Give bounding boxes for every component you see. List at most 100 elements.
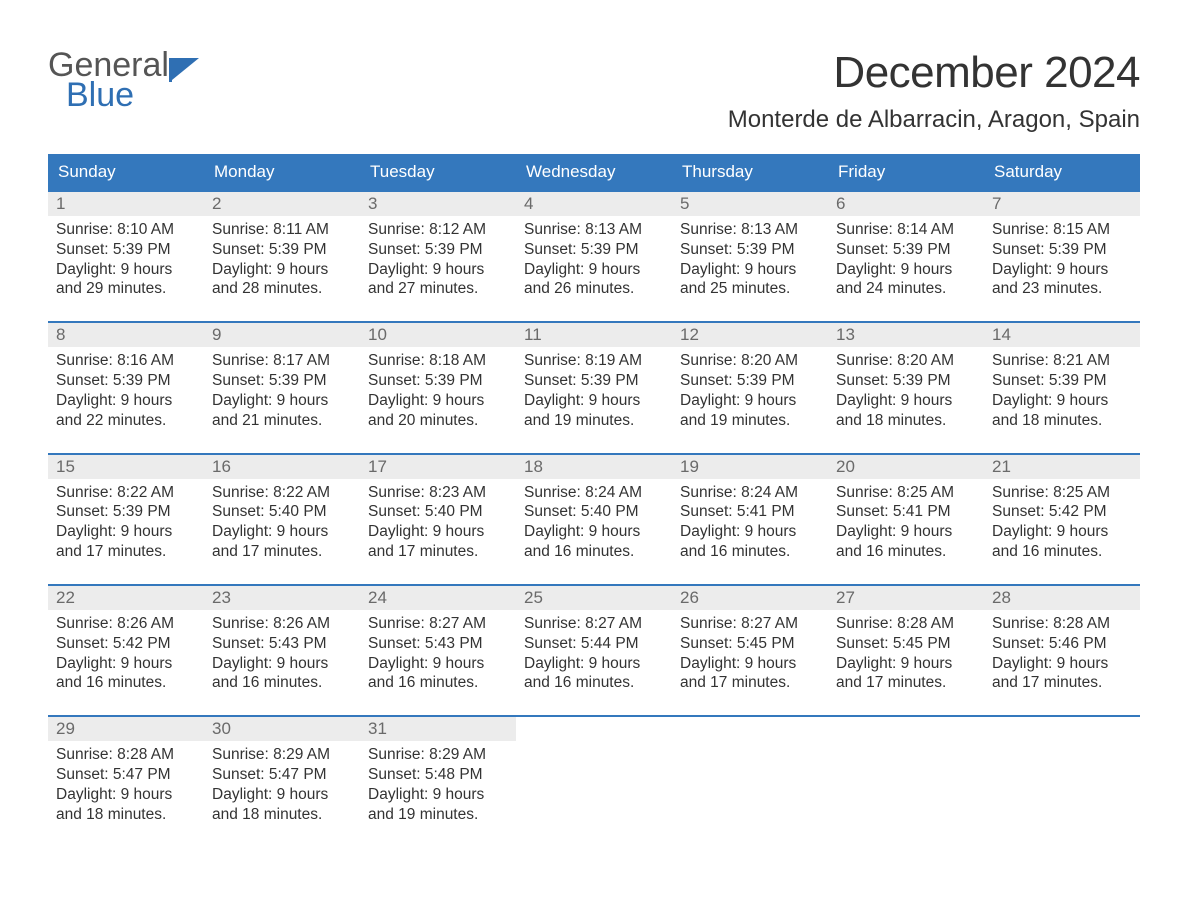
dl2-line: and 18 minutes. [212, 805, 352, 825]
sunrise-line: Sunrise: 8:12 AM [368, 220, 508, 240]
calendar-cell: 2Sunrise: 8:11 AMSunset: 5:39 PMDaylight… [204, 192, 360, 299]
dl1-line: Daylight: 9 hours [992, 654, 1132, 674]
week-row: 22Sunrise: 8:26 AMSunset: 5:42 PMDayligh… [48, 584, 1140, 693]
cell-details: Sunrise: 8:18 AMSunset: 5:39 PMDaylight:… [360, 347, 516, 430]
day-number: 12 [672, 323, 828, 347]
day-header-cell: Tuesday [360, 154, 516, 190]
cell-details: Sunrise: 8:26 AMSunset: 5:42 PMDaylight:… [48, 610, 204, 693]
sunrise-line: Sunrise: 8:10 AM [56, 220, 196, 240]
dl2-line: and 29 minutes. [56, 279, 196, 299]
sunrise-line: Sunrise: 8:16 AM [56, 351, 196, 371]
cell-details: Sunrise: 8:15 AMSunset: 5:39 PMDaylight:… [984, 216, 1140, 299]
location: Monterde de Albarracin, Aragon, Spain [728, 106, 1140, 134]
sunset-line: Sunset: 5:39 PM [836, 371, 976, 391]
sunrise-line: Sunrise: 8:29 AM [368, 745, 508, 765]
day-number: 26 [672, 586, 828, 610]
cell-details: Sunrise: 8:11 AMSunset: 5:39 PMDaylight:… [204, 216, 360, 299]
day-header-cell: Friday [828, 154, 984, 190]
sunrise-line: Sunrise: 8:24 AM [524, 483, 664, 503]
sunrise-line: Sunrise: 8:14 AM [836, 220, 976, 240]
sunset-line: Sunset: 5:43 PM [212, 634, 352, 654]
cell-details: Sunrise: 8:22 AMSunset: 5:40 PMDaylight:… [204, 479, 360, 562]
day-number: 1 [48, 192, 204, 216]
calendar-cell: 25Sunrise: 8:27 AMSunset: 5:44 PMDayligh… [516, 586, 672, 693]
title-block: December 2024 Monterde de Albarracin, Ar… [728, 48, 1140, 134]
cell-details: Sunrise: 8:26 AMSunset: 5:43 PMDaylight:… [204, 610, 360, 693]
day-number: 18 [516, 455, 672, 479]
dl2-line: and 17 minutes. [836, 673, 976, 693]
calendar-cell: 3Sunrise: 8:12 AMSunset: 5:39 PMDaylight… [360, 192, 516, 299]
sunset-line: Sunset: 5:42 PM [56, 634, 196, 654]
dl2-line: and 19 minutes. [524, 411, 664, 431]
dl2-line: and 24 minutes. [836, 279, 976, 299]
sunrise-line: Sunrise: 8:28 AM [992, 614, 1132, 634]
day-number: 22 [48, 586, 204, 610]
calendar-cell: 13Sunrise: 8:20 AMSunset: 5:39 PMDayligh… [828, 323, 984, 430]
calendar-cell: 30Sunrise: 8:29 AMSunset: 5:47 PMDayligh… [204, 717, 360, 824]
day-number: 19 [672, 455, 828, 479]
calendar-cell: 29Sunrise: 8:28 AMSunset: 5:47 PMDayligh… [48, 717, 204, 824]
dl2-line: and 17 minutes. [212, 542, 352, 562]
day-header-cell: Sunday [48, 154, 204, 190]
sunrise-line: Sunrise: 8:25 AM [992, 483, 1132, 503]
sunset-line: Sunset: 5:39 PM [56, 502, 196, 522]
sunset-line: Sunset: 5:46 PM [992, 634, 1132, 654]
sunrise-line: Sunrise: 8:20 AM [680, 351, 820, 371]
weeks-container: 1Sunrise: 8:10 AMSunset: 5:39 PMDaylight… [48, 190, 1140, 825]
dl2-line: and 16 minutes. [836, 542, 976, 562]
sunset-line: Sunset: 5:48 PM [368, 765, 508, 785]
dl2-line: and 17 minutes. [368, 542, 508, 562]
calendar-cell: 6Sunrise: 8:14 AMSunset: 5:39 PMDaylight… [828, 192, 984, 299]
calendar-cell: 16Sunrise: 8:22 AMSunset: 5:40 PMDayligh… [204, 455, 360, 562]
day-number: 10 [360, 323, 516, 347]
sunrise-line: Sunrise: 8:21 AM [992, 351, 1132, 371]
dl1-line: Daylight: 9 hours [836, 391, 976, 411]
day-number: 24 [360, 586, 516, 610]
sunset-line: Sunset: 5:39 PM [524, 240, 664, 260]
day-number: 30 [204, 717, 360, 741]
cell-details: Sunrise: 8:12 AMSunset: 5:39 PMDaylight:… [360, 216, 516, 299]
dl1-line: Daylight: 9 hours [56, 391, 196, 411]
sunset-line: Sunset: 5:44 PM [524, 634, 664, 654]
dl1-line: Daylight: 9 hours [836, 522, 976, 542]
day-header-cell: Wednesday [516, 154, 672, 190]
calendar-cell: 20Sunrise: 8:25 AMSunset: 5:41 PMDayligh… [828, 455, 984, 562]
calendar-cell: 22Sunrise: 8:26 AMSunset: 5:42 PMDayligh… [48, 586, 204, 693]
day-number: 23 [204, 586, 360, 610]
calendar-cell: 5Sunrise: 8:13 AMSunset: 5:39 PMDaylight… [672, 192, 828, 299]
sunrise-line: Sunrise: 8:26 AM [212, 614, 352, 634]
logo-flag-icon [169, 58, 203, 82]
dl1-line: Daylight: 9 hours [56, 260, 196, 280]
dl2-line: and 17 minutes. [992, 673, 1132, 693]
dl2-line: and 16 minutes. [524, 542, 664, 562]
dl1-line: Daylight: 9 hours [368, 522, 508, 542]
dl2-line: and 18 minutes. [56, 805, 196, 825]
sunset-line: Sunset: 5:39 PM [992, 240, 1132, 260]
day-number: 7 [984, 192, 1140, 216]
calendar-cell: 4Sunrise: 8:13 AMSunset: 5:39 PMDaylight… [516, 192, 672, 299]
calendar-cell: 23Sunrise: 8:26 AMSunset: 5:43 PMDayligh… [204, 586, 360, 693]
sunset-line: Sunset: 5:39 PM [524, 371, 664, 391]
dl2-line: and 28 minutes. [212, 279, 352, 299]
calendar: SundayMondayTuesdayWednesdayThursdayFrid… [48, 154, 1140, 825]
cell-details: Sunrise: 8:29 AMSunset: 5:47 PMDaylight:… [204, 741, 360, 824]
calendar-cell [672, 717, 828, 824]
dl1-line: Daylight: 9 hours [836, 260, 976, 280]
dl2-line: and 16 minutes. [680, 542, 820, 562]
sunset-line: Sunset: 5:41 PM [836, 502, 976, 522]
cell-details: Sunrise: 8:13 AMSunset: 5:39 PMDaylight:… [672, 216, 828, 299]
sunrise-line: Sunrise: 8:11 AM [212, 220, 352, 240]
cell-details: Sunrise: 8:10 AMSunset: 5:39 PMDaylight:… [48, 216, 204, 299]
cell-details: Sunrise: 8:27 AMSunset: 5:43 PMDaylight:… [360, 610, 516, 693]
dl1-line: Daylight: 9 hours [680, 391, 820, 411]
day-number: 25 [516, 586, 672, 610]
dl1-line: Daylight: 9 hours [212, 785, 352, 805]
cell-details: Sunrise: 8:17 AMSunset: 5:39 PMDaylight:… [204, 347, 360, 430]
sunset-line: Sunset: 5:39 PM [56, 240, 196, 260]
day-header-cell: Thursday [672, 154, 828, 190]
calendar-cell: 7Sunrise: 8:15 AMSunset: 5:39 PMDaylight… [984, 192, 1140, 299]
dl2-line: and 16 minutes. [212, 673, 352, 693]
calendar-cell: 24Sunrise: 8:27 AMSunset: 5:43 PMDayligh… [360, 586, 516, 693]
sunrise-line: Sunrise: 8:15 AM [992, 220, 1132, 240]
dl1-line: Daylight: 9 hours [368, 654, 508, 674]
